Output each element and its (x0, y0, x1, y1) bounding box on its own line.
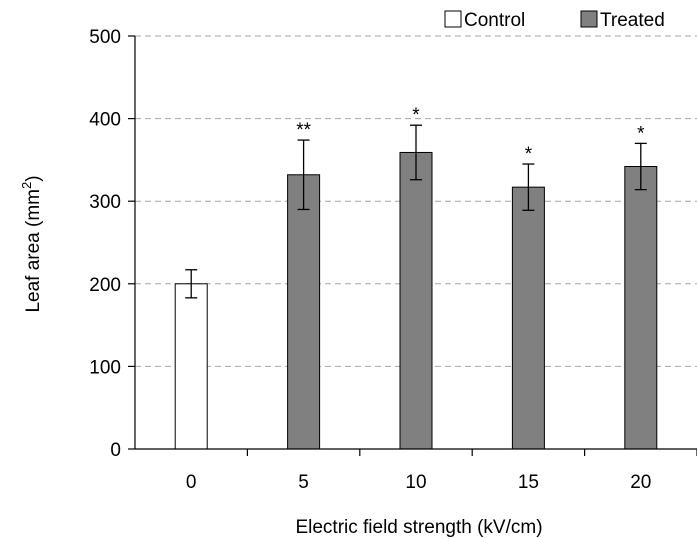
legend-label-control: Control (464, 10, 525, 31)
significance-marker: * (412, 105, 420, 126)
x-tick-label: 10 (405, 472, 426, 493)
y-tick-label: 300 (89, 192, 121, 213)
y-axis-title-superscript: 2 (19, 182, 34, 189)
y-tick-label: 200 (89, 275, 121, 296)
y-tick-label: 0 (110, 440, 121, 461)
legend: Control Treated (444, 10, 665, 31)
x-tick-label: 20 (630, 472, 651, 493)
bar-treated-20 (624, 166, 658, 450)
bars (174, 151, 658, 450)
bar-treated-15 (511, 186, 545, 450)
y-axis-title-suffix: ) (23, 175, 44, 181)
y-tick-label: 400 (89, 110, 121, 131)
y-axis-title: Leaf area (mm2) (19, 175, 44, 312)
bar-treated-10 (399, 151, 433, 450)
legend-swatch-control (444, 10, 462, 28)
significance-markers: ***** (296, 105, 645, 165)
x-tick-label: 5 (298, 472, 309, 493)
legend-swatch-treated (580, 10, 598, 28)
x-axis-title: Electric field strength (kV/cm) (295, 517, 542, 538)
bar-control-0 (174, 283, 208, 450)
bar-treated-5 (287, 174, 321, 450)
significance-marker: * (637, 123, 645, 144)
y-tick-label: 100 (89, 357, 121, 378)
y-axis-title-main: Leaf area (mm (23, 189, 44, 313)
axes (128, 35, 697, 456)
error-bars (185, 124, 647, 299)
x-tick-labels: 0 5 10 15 20 (186, 472, 651, 493)
legend-label-treated: Treated (600, 10, 665, 31)
y-tick-labels: 0 100 200 300 400 500 (89, 27, 121, 461)
x-tick-label: 15 (518, 472, 539, 493)
x-tick-label: 0 (186, 472, 197, 493)
y-tick-label: 500 (89, 27, 121, 48)
significance-marker: ** (296, 120, 311, 141)
significance-marker: * (525, 144, 533, 165)
